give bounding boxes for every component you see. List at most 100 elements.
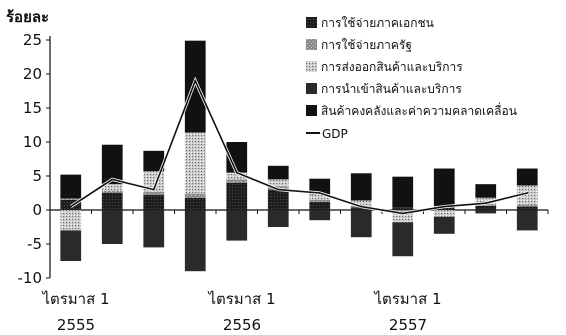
bar-segment	[309, 199, 331, 202]
legend-swatch	[306, 39, 317, 50]
legend-label: GDP	[322, 127, 348, 141]
bar-segment	[60, 230, 82, 261]
gdp-point	[69, 205, 72, 208]
bar-segment	[267, 189, 289, 210]
bar-segment	[184, 193, 206, 198]
gdp-point	[484, 202, 487, 205]
bar-segment	[101, 184, 123, 191]
x-category-label-quarter: ไตรมาส 1	[41, 290, 109, 308]
bar-segment	[101, 144, 123, 185]
bar-segment	[309, 178, 331, 195]
bar-segment	[350, 207, 372, 210]
bar-segment	[101, 193, 123, 210]
bar-segment	[350, 173, 372, 201]
x-category-label-year: 2555	[57, 316, 95, 334]
legend-swatch	[306, 83, 317, 94]
y-axis-unit-label: ร้อยละ	[6, 8, 49, 26]
bar-segment	[184, 197, 206, 210]
bar-segment	[143, 150, 165, 172]
bar-segment	[516, 210, 538, 231]
gdp-point	[235, 171, 238, 174]
bar-segment	[226, 179, 248, 183]
bar-segment	[475, 204, 497, 206]
y-tick-label: 10	[23, 133, 42, 151]
bar-stacks	[60, 40, 538, 272]
gdp-point	[360, 205, 363, 208]
legend: การใช้จ่ายภาคเอกชนการใช้จ่ายภาครัฐการส่ง…	[306, 16, 517, 141]
legend-label: การใช้จ่ายภาคเอกชน	[321, 16, 434, 30]
bar-segment	[60, 210, 82, 231]
bar-segment	[309, 194, 331, 200]
gdp-line-layer	[69, 76, 529, 216]
bar-segment	[184, 132, 206, 194]
gdp-line-halo	[69, 76, 528, 216]
bar-segment	[516, 204, 538, 207]
gdp-line	[70, 78, 528, 215]
y-tick-label: -5	[27, 235, 42, 253]
gdp-point	[526, 192, 529, 194]
bar-segment	[516, 206, 538, 210]
bar-segment	[433, 168, 455, 206]
bar-segment	[60, 198, 82, 200]
bar-segment	[392, 212, 414, 223]
bar-segment	[392, 176, 414, 208]
legend-label: การใช้จ่ายภาครัฐ	[321, 38, 412, 52]
axes	[46, 36, 549, 279]
bar-segment	[350, 200, 372, 206]
y-tick-label: 20	[23, 65, 42, 83]
bar-segment	[516, 185, 538, 205]
legend-label: การส่งออกสินค้าและบริการ	[321, 60, 463, 74]
bar-segment	[475, 197, 497, 205]
bar-segment	[143, 191, 165, 196]
y-tick-label: 15	[23, 99, 42, 117]
bar-segment	[433, 206, 455, 210]
y-tick-labels: 25 20 15 10 5 0 -5 -10	[18, 31, 43, 287]
bar-segment	[516, 168, 538, 186]
y-tick-label: 5	[32, 167, 42, 185]
bar-segment	[267, 210, 289, 227]
gdp-point	[194, 79, 197, 82]
bar-segment	[226, 210, 248, 241]
x-category-label-year: 2557	[389, 316, 427, 334]
bar-segment	[309, 201, 331, 210]
gdp-point	[111, 178, 114, 181]
y-tick-label: 0	[32, 201, 42, 219]
gdp-point	[277, 188, 280, 191]
gdp-point	[318, 192, 321, 194]
gdp-point	[152, 188, 155, 191]
bar-segment	[226, 182, 248, 210]
bar-segment	[60, 174, 82, 199]
bar-segment	[475, 205, 497, 210]
bar-segment	[267, 179, 289, 187]
bar-segment	[143, 195, 165, 210]
legend-swatch	[306, 61, 317, 72]
bar-segment	[184, 40, 206, 133]
x-category-label-year: 2556	[223, 316, 261, 334]
bar-segment	[226, 172, 248, 180]
bar-segment	[392, 207, 414, 210]
x-category-label-quarter: ไตรมาส 1	[207, 290, 275, 308]
y-tick-label: -10	[18, 269, 43, 287]
bar-segment	[143, 210, 165, 248]
bar-segment	[392, 222, 414, 257]
bar-segment	[475, 210, 497, 214]
bar-segment	[433, 216, 455, 234]
bar-segment	[184, 210, 206, 272]
bar-segment	[309, 210, 331, 221]
bar-segment	[475, 184, 497, 198]
bar-segment	[350, 210, 372, 238]
bar-segment	[101, 190, 123, 193]
y-tick-label: 25	[23, 31, 42, 49]
gdp-point	[401, 212, 404, 215]
bar-segment	[267, 165, 289, 180]
bar-segment	[392, 210, 414, 213]
x-category-label-quarter: ไตรมาส 1	[373, 290, 441, 308]
legend-swatch	[306, 105, 317, 116]
legend-swatch	[306, 17, 317, 28]
legend-label: สินค้าคงคลังและค่าความคลาดเคลื่อน	[321, 102, 517, 118]
x-category-labels: ไตรมาส 1 2555 ไตรมาส 1 2556 ไตรมาส 1 2557	[41, 290, 441, 334]
legend-label: การนำเข้าสินค้าและบริการ	[321, 82, 462, 96]
gdp-point	[443, 205, 446, 208]
bar-segment	[101, 210, 123, 244]
